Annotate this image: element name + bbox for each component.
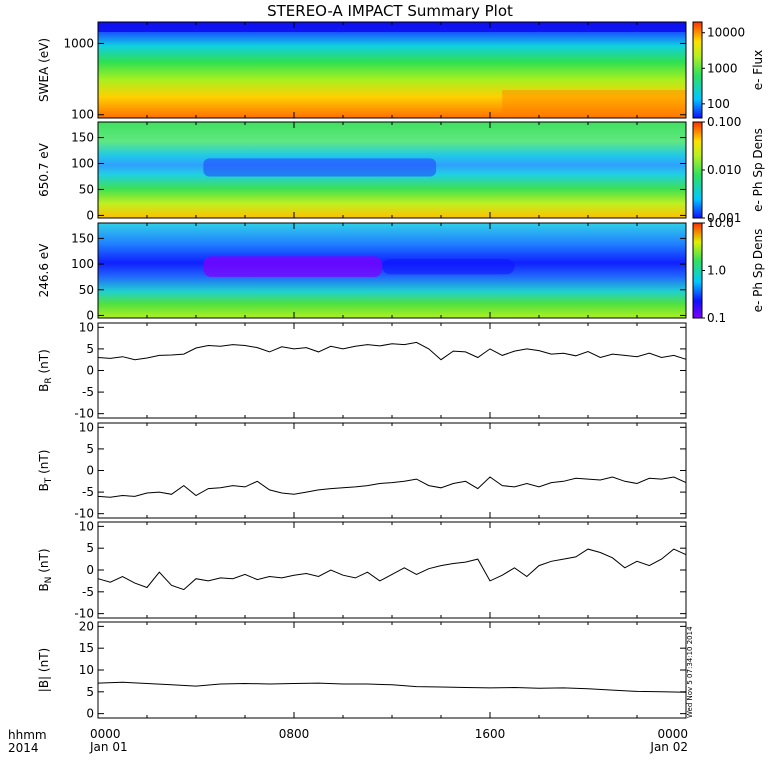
bmag-ytick-label: 5	[86, 685, 94, 699]
br-ytick-label: 0	[86, 364, 94, 378]
bt-ytick-label: 5	[86, 442, 94, 456]
pad246-ylabel: 246.6 eV	[37, 243, 51, 298]
swea-ylabel: SWEA (eV)	[37, 38, 51, 102]
swea-colorbar-label: e- Flux	[751, 50, 765, 90]
bmag-line	[97, 681, 687, 693]
swea-low-energy-enhancement	[502, 90, 686, 118]
bmag-frame	[97, 621, 687, 719]
time-tick-label: 0000	[90, 727, 121, 741]
bt-ytick-label: 0	[86, 464, 94, 478]
time-tick-label: 0800	[279, 727, 310, 741]
bmag-ytick-label: 0	[86, 707, 94, 721]
br-ylabel: BR (nT)	[37, 349, 54, 392]
time-tick-label: 0000	[657, 727, 688, 741]
br-ytick-label: 10	[79, 320, 94, 334]
pad246-colorbar-label: e- Ph Sp Dens	[751, 229, 765, 313]
pad650-ytick-label: 50	[79, 182, 94, 196]
pad246-colorbar-tick-label: 1.0	[707, 264, 726, 278]
bn-ytick-label: -10	[74, 607, 94, 621]
bt-ytick-label: -5	[82, 485, 94, 499]
br-ytick-label: -10	[74, 407, 94, 421]
br-ytick-label: -5	[82, 385, 94, 399]
bn-line	[97, 548, 687, 591]
bt-ytick-label: -10	[74, 507, 94, 521]
swea-ytick-label: 1000	[63, 36, 94, 50]
swea-colorbar-tick-label: 10000	[707, 26, 745, 40]
swea-high-energy-band	[98, 22, 686, 32]
bt-ytick-label: 10	[79, 420, 94, 434]
swea-colorbar	[692, 21, 703, 119]
date-tick-label: Jan 01	[89, 740, 128, 754]
panel-bt: 10 5 0 -5 -10 BT (nT)	[37, 420, 687, 521]
bt-ylabel: BT (nT)	[37, 450, 54, 492]
bn-ytick-label: 5	[86, 541, 94, 555]
pad650-colorbar-label: e- Ph Sp Dens	[751, 128, 765, 212]
bmag-ytick-label: 15	[79, 641, 94, 655]
bn-ytick-label: 0	[86, 563, 94, 577]
time-axis-hhmm-label: hhmm	[8, 728, 47, 742]
pad650-colorbar	[692, 121, 703, 219]
pad246-depletion-region	[203, 256, 383, 277]
time-tick-label: 1600	[475, 727, 506, 741]
bn-frame	[97, 521, 687, 619]
bn-ytick-label: -5	[82, 585, 94, 599]
swea-ytick-label: 100	[71, 108, 94, 122]
pad650-ylabel: 650.7 eV	[37, 142, 51, 197]
bt-frame	[97, 422, 687, 519]
pad650-depletion-region	[203, 158, 437, 177]
pad650-colorbar-tick-label: 0.100	[707, 115, 741, 129]
pad650-ytick-label: 0	[86, 208, 94, 222]
panel-pad650: 150 100 50 0 650.7 eV 0.100 0.010 0.001 e- Ph Sp…	[37, 115, 765, 225]
br-frame	[97, 322, 687, 419]
panel-pad246: 150 100 50 0 246.6 eV 10.0 1.0 0.1 e- Ph Sp Dens	[37, 216, 765, 325]
pad246-colorbar	[692, 222, 703, 319]
pad246-colorbar-tick-label: 0.1	[707, 311, 726, 325]
br-line	[97, 341, 687, 361]
pad246-ytick-label: 50	[79, 283, 94, 297]
panel-br: 10 5 0 -5 -10 BR (nT)	[37, 320, 687, 421]
pad650-ytick-label: 100	[71, 157, 94, 171]
bn-ylabel: BN (nT)	[37, 548, 54, 591]
swea-colorbar-tick-label: 100	[707, 97, 730, 111]
generation-stamp: Wed Nov 5 07:34:10 2014	[686, 626, 694, 718]
pad246-secondary-region	[382, 258, 515, 275]
swea-spectrogram	[98, 22, 686, 118]
panel-swea: 1000 100 SWEA (eV) 10000 1000 100 e- Flux	[37, 21, 765, 122]
bmag-ytick-label: 10	[79, 663, 94, 677]
pad650-colorbar-tick-label: 0.010	[707, 163, 741, 177]
pad246-colorbar-tick-label: 10.0	[707, 216, 734, 230]
bmag-ylabel: |B| (nT)	[37, 648, 51, 692]
pad246-ytick-label: 0	[86, 308, 94, 322]
plot-title: STEREO-A IMPACT Summary Plot	[267, 2, 513, 20]
br-ytick-label: 5	[86, 342, 94, 356]
panel-bmag: 20 15 10 5 0 |B| (nT)	[37, 619, 687, 721]
swea-colorbar-tick-label: 1000	[707, 61, 738, 75]
panel-bn: 10 5 0 -5 -10 BN (nT)	[37, 519, 687, 621]
bt-line	[97, 476, 687, 498]
pad650-ytick-label: 150	[71, 131, 94, 145]
pad650-colorbar-tick-label: 0.001	[707, 211, 741, 225]
bn-ytick-label: 10	[79, 519, 94, 533]
pad246-ytick-label: 100	[71, 257, 94, 271]
time-axis-year-label: 2014	[8, 741, 39, 755]
bmag-ytick-label: 20	[79, 619, 94, 633]
date-tick-label: Jan 02	[649, 740, 688, 754]
pad246-ytick-label: 150	[71, 231, 94, 245]
